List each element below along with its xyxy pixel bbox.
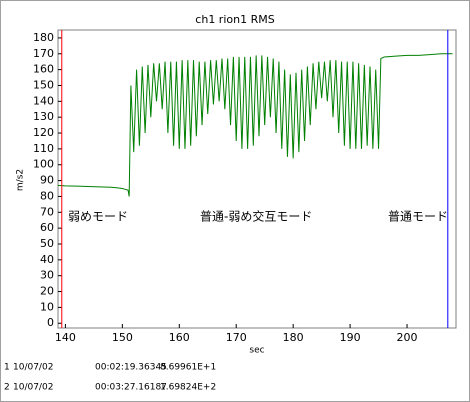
x-tick-label: 170	[226, 331, 247, 344]
y-tick-label: 180	[33, 31, 54, 44]
cursor-number: 2	[4, 383, 10, 393]
x-tick-label: 200	[397, 331, 418, 344]
cursor-time: 00:03:27.16187	[95, 383, 167, 393]
y-tick-label: 50	[40, 237, 54, 250]
cursor-value: 8.69961E+1	[160, 363, 216, 373]
y-axis-label: m/s2	[16, 169, 26, 191]
x-tick-label: 140	[55, 331, 76, 344]
y-tick-label: 170	[33, 47, 54, 60]
y-tick-label: 80	[40, 189, 54, 202]
x-tick-label: 160	[169, 331, 190, 344]
y-tick-label: 150	[33, 78, 54, 91]
y-tick-label: 110	[33, 142, 54, 155]
x-tick-label: 150	[112, 331, 133, 344]
y-tick-label: 60	[40, 221, 54, 234]
x-axis-label: sec	[249, 346, 264, 356]
data-line	[57, 53, 453, 197]
y-tick-label: 160	[33, 63, 54, 76]
y-tick-label: 10	[40, 300, 54, 313]
y-tick-label: 100	[33, 158, 54, 171]
y-tick-label: 70	[40, 205, 54, 218]
y-tick-label: 30	[40, 269, 54, 282]
x-tick-label: 190	[340, 331, 361, 344]
y-tick-label: 90	[40, 174, 54, 187]
cursor-number: 1	[4, 363, 10, 373]
y-tick-label: 20	[40, 285, 54, 298]
annotation: 弱めモード	[68, 210, 128, 224]
y-tick-label: 120	[33, 126, 54, 139]
y-tick-label: 130	[33, 110, 54, 123]
annotation: 普通-弱め交互モード	[200, 209, 312, 224]
y-tick-label: 140	[33, 94, 54, 107]
y-tick-label: 40	[40, 253, 54, 266]
cursor-value: 1.69824E+2	[160, 383, 216, 393]
cursor-time: 00:02:19.36345	[95, 363, 167, 373]
cursor-date: 10/07/02	[13, 383, 53, 393]
x-tick-label: 180	[283, 331, 304, 344]
annotation: 普通モード	[388, 210, 448, 224]
chart-title: ch1 rion1 RMS	[195, 13, 274, 26]
cursor-date: 10/07/02	[13, 363, 53, 373]
y-tick-label: 0	[47, 316, 54, 329]
